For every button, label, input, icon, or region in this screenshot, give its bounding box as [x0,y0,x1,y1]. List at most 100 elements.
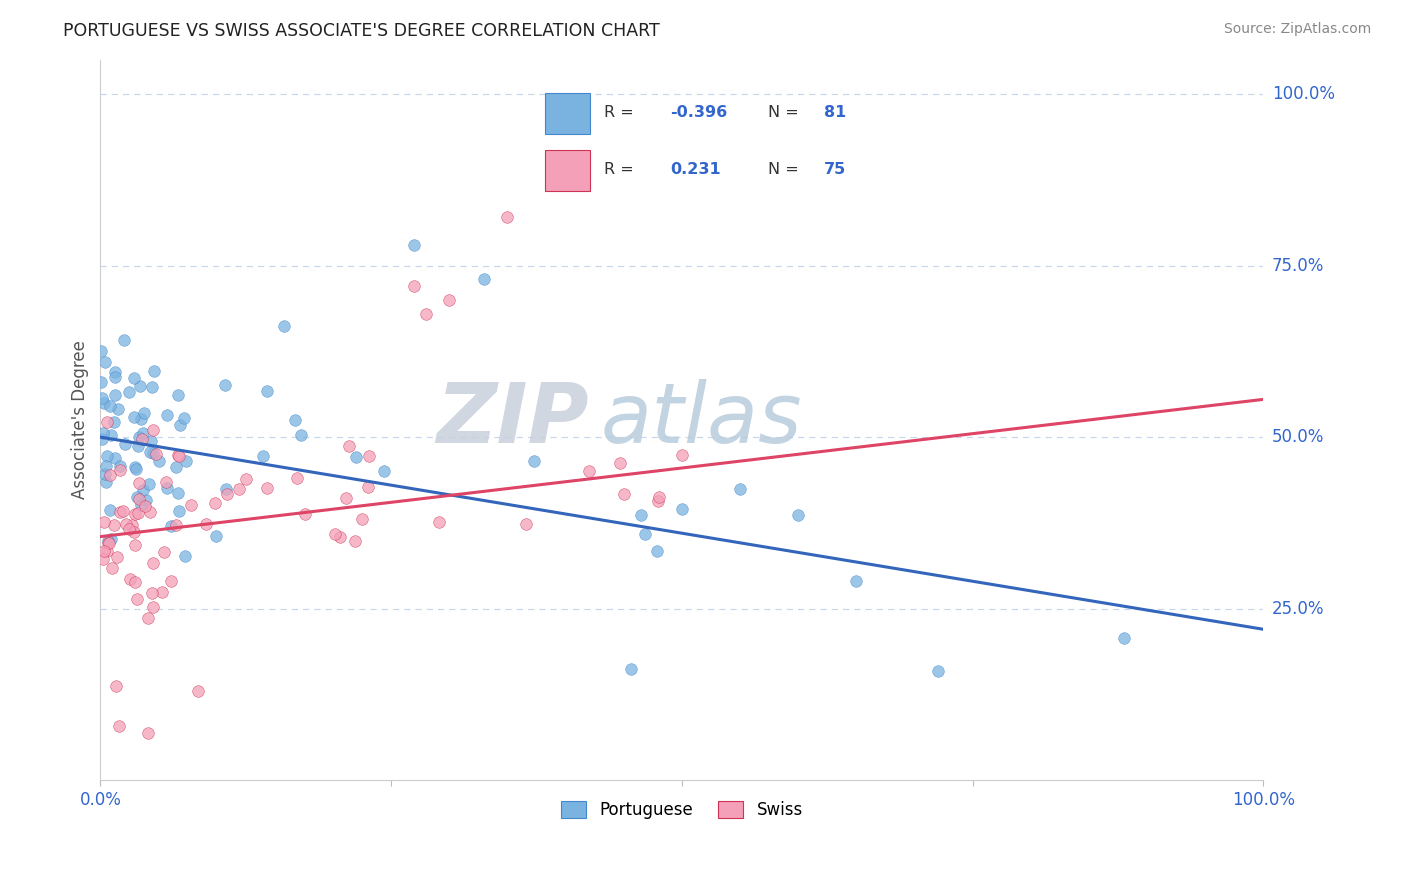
Point [104,388,127,402]
Point [284,413,307,427]
Point [630,508,652,522]
Point [131,483,153,497]
Text: 25.0%: 25.0% [1272,599,1324,617]
Point [139,434,162,449]
Point [214,377,236,392]
Point [125,591,148,606]
Point [127,439,149,453]
Point [148,454,170,468]
Point [439,293,461,307]
Point [124,508,146,522]
Point [645,543,668,558]
Point [195,517,218,532]
Point [404,238,426,252]
Point [235,472,257,486]
Point [578,464,600,478]
Point [153,545,176,559]
Point [103,415,125,429]
Point [104,370,127,384]
Text: 75.0%: 75.0% [1272,257,1324,275]
Point [96,450,118,464]
Point [167,504,190,518]
Point [120,572,142,586]
Point [112,333,135,347]
Point [134,499,156,513]
Point [98,467,121,482]
Point [173,410,195,425]
Point [93,395,115,409]
Point [91,551,114,566]
Point [100,532,122,546]
Point [215,486,238,500]
Point [496,211,519,225]
Point [89,344,111,359]
Point [620,662,643,676]
Text: atlas: atlas [600,379,801,460]
Text: ZIP: ZIP [436,379,589,460]
Point [273,319,295,334]
Point [122,524,145,539]
Point [634,527,657,541]
Point [204,496,226,510]
Point [138,477,160,491]
Point [136,610,159,624]
Point [104,450,127,465]
Point [160,518,183,533]
Point [350,512,373,526]
Point [118,522,141,536]
Point [523,454,546,468]
Legend: Portuguese, Swiss: Portuguese, Swiss [554,795,810,826]
Point [174,454,197,468]
Point [107,719,129,733]
Point [107,402,129,417]
Point [96,415,118,429]
Point [131,498,153,512]
Point [128,430,150,444]
Point [131,433,153,447]
Point [141,586,163,600]
Point [167,388,190,402]
Point [139,444,162,458]
Point [337,440,360,454]
Point [94,475,117,489]
Point [98,536,121,550]
Point [647,490,669,504]
Point [103,517,125,532]
Point [114,517,136,532]
Point [845,574,868,588]
Point [111,504,134,518]
Point [100,428,122,442]
Point [167,448,190,462]
Point [94,458,117,473]
Text: 50.0%: 50.0% [1272,428,1324,446]
Point [415,307,437,321]
Point [167,485,190,500]
Point [134,406,156,420]
Point [174,549,197,563]
Point [128,475,150,490]
Point [787,508,810,522]
Point [129,412,152,426]
Point [215,483,238,497]
Point [472,272,495,286]
Point [124,574,146,589]
Point [98,502,121,516]
Point [187,684,209,698]
Point [114,437,136,451]
Point [373,464,395,478]
Point [359,449,381,463]
Point [124,459,146,474]
Point [427,515,450,529]
Point [256,481,278,495]
Point [404,279,426,293]
Point [252,450,274,464]
Point [142,364,165,378]
Point [159,574,181,588]
Text: 100.0%: 100.0% [1272,85,1334,103]
Point [94,467,117,481]
Y-axis label: Associate's Degree: Associate's Degree [72,341,89,500]
Point [142,446,165,460]
Point [294,507,316,521]
Point [256,384,278,398]
Point [155,475,177,489]
